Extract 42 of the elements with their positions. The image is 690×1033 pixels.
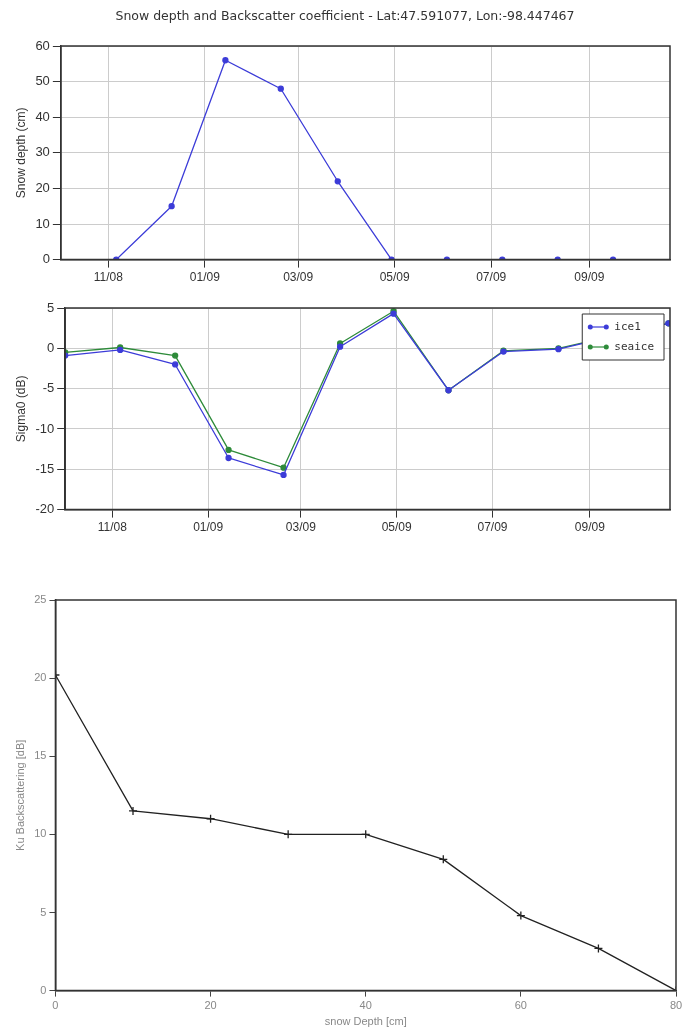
y-axis-title: Sigma0 (dB): [13, 375, 28, 443]
y-tick-label: -20: [35, 501, 55, 517]
legend-label: seaice: [614, 339, 655, 353]
y-tick-label: 5: [40, 905, 47, 918]
x-tick-label: 11/08: [97, 520, 128, 535]
y-tick-label: 10: [34, 827, 47, 840]
y-tick-label: 0: [40, 983, 47, 996]
y-axis-title: Ku Backscattering [dB]: [13, 739, 26, 851]
y-tick-label: 25: [34, 593, 47, 606]
y-tick-label: -15: [35, 460, 55, 476]
x-tick-label: 01/09: [193, 520, 224, 535]
y-tick-label: 0: [46, 339, 55, 355]
y-axis-title: Snow depth (cm): [13, 107, 28, 199]
y-tick-label: 20: [35, 179, 50, 195]
y-tick-label: -10: [35, 420, 55, 436]
x-tick-label: 05/09: [381, 520, 412, 535]
x-tick-label: 40: [359, 999, 372, 1012]
y-tick-label: 60: [35, 37, 50, 53]
x-tick-label: 80: [669, 999, 683, 1012]
x-tick-label: 07/09: [476, 270, 507, 285]
x-tick-label: 01/09: [189, 270, 221, 285]
y-tick-label: -5: [42, 380, 55, 396]
x-tick-label: 03/09: [285, 520, 317, 535]
x-tick-label: 07/09: [477, 520, 508, 535]
y-tick-label: 30: [35, 144, 50, 160]
y-tick-label: 15: [34, 749, 47, 762]
y-tick-label: 10: [35, 215, 50, 231]
x-tick-label: 11/08: [93, 270, 124, 285]
y-tick-label: 0: [42, 251, 50, 267]
x-tick-label: 05/09: [379, 270, 411, 285]
y-tick-label: 40: [35, 108, 50, 124]
x-axis-title: snow Depth [cm]: [324, 1015, 407, 1028]
x-tick-label: 60: [514, 999, 527, 1012]
x-tick-label: 20: [204, 999, 217, 1012]
x-tick-label: 09/09: [574, 520, 606, 535]
x-tick-label: 03/09: [283, 270, 314, 285]
legend-label: ice1: [614, 319, 641, 333]
y-tick-label: 20: [34, 671, 47, 684]
x-tick-label: 09/09: [574, 270, 605, 285]
y-tick-label: 50: [35, 73, 50, 89]
y-tick-label: 5: [46, 299, 55, 315]
chart-title: Snow depth and Backscatter coefficient - Lat:47.591077, Lon:-98.447467: [114, 8, 576, 23]
